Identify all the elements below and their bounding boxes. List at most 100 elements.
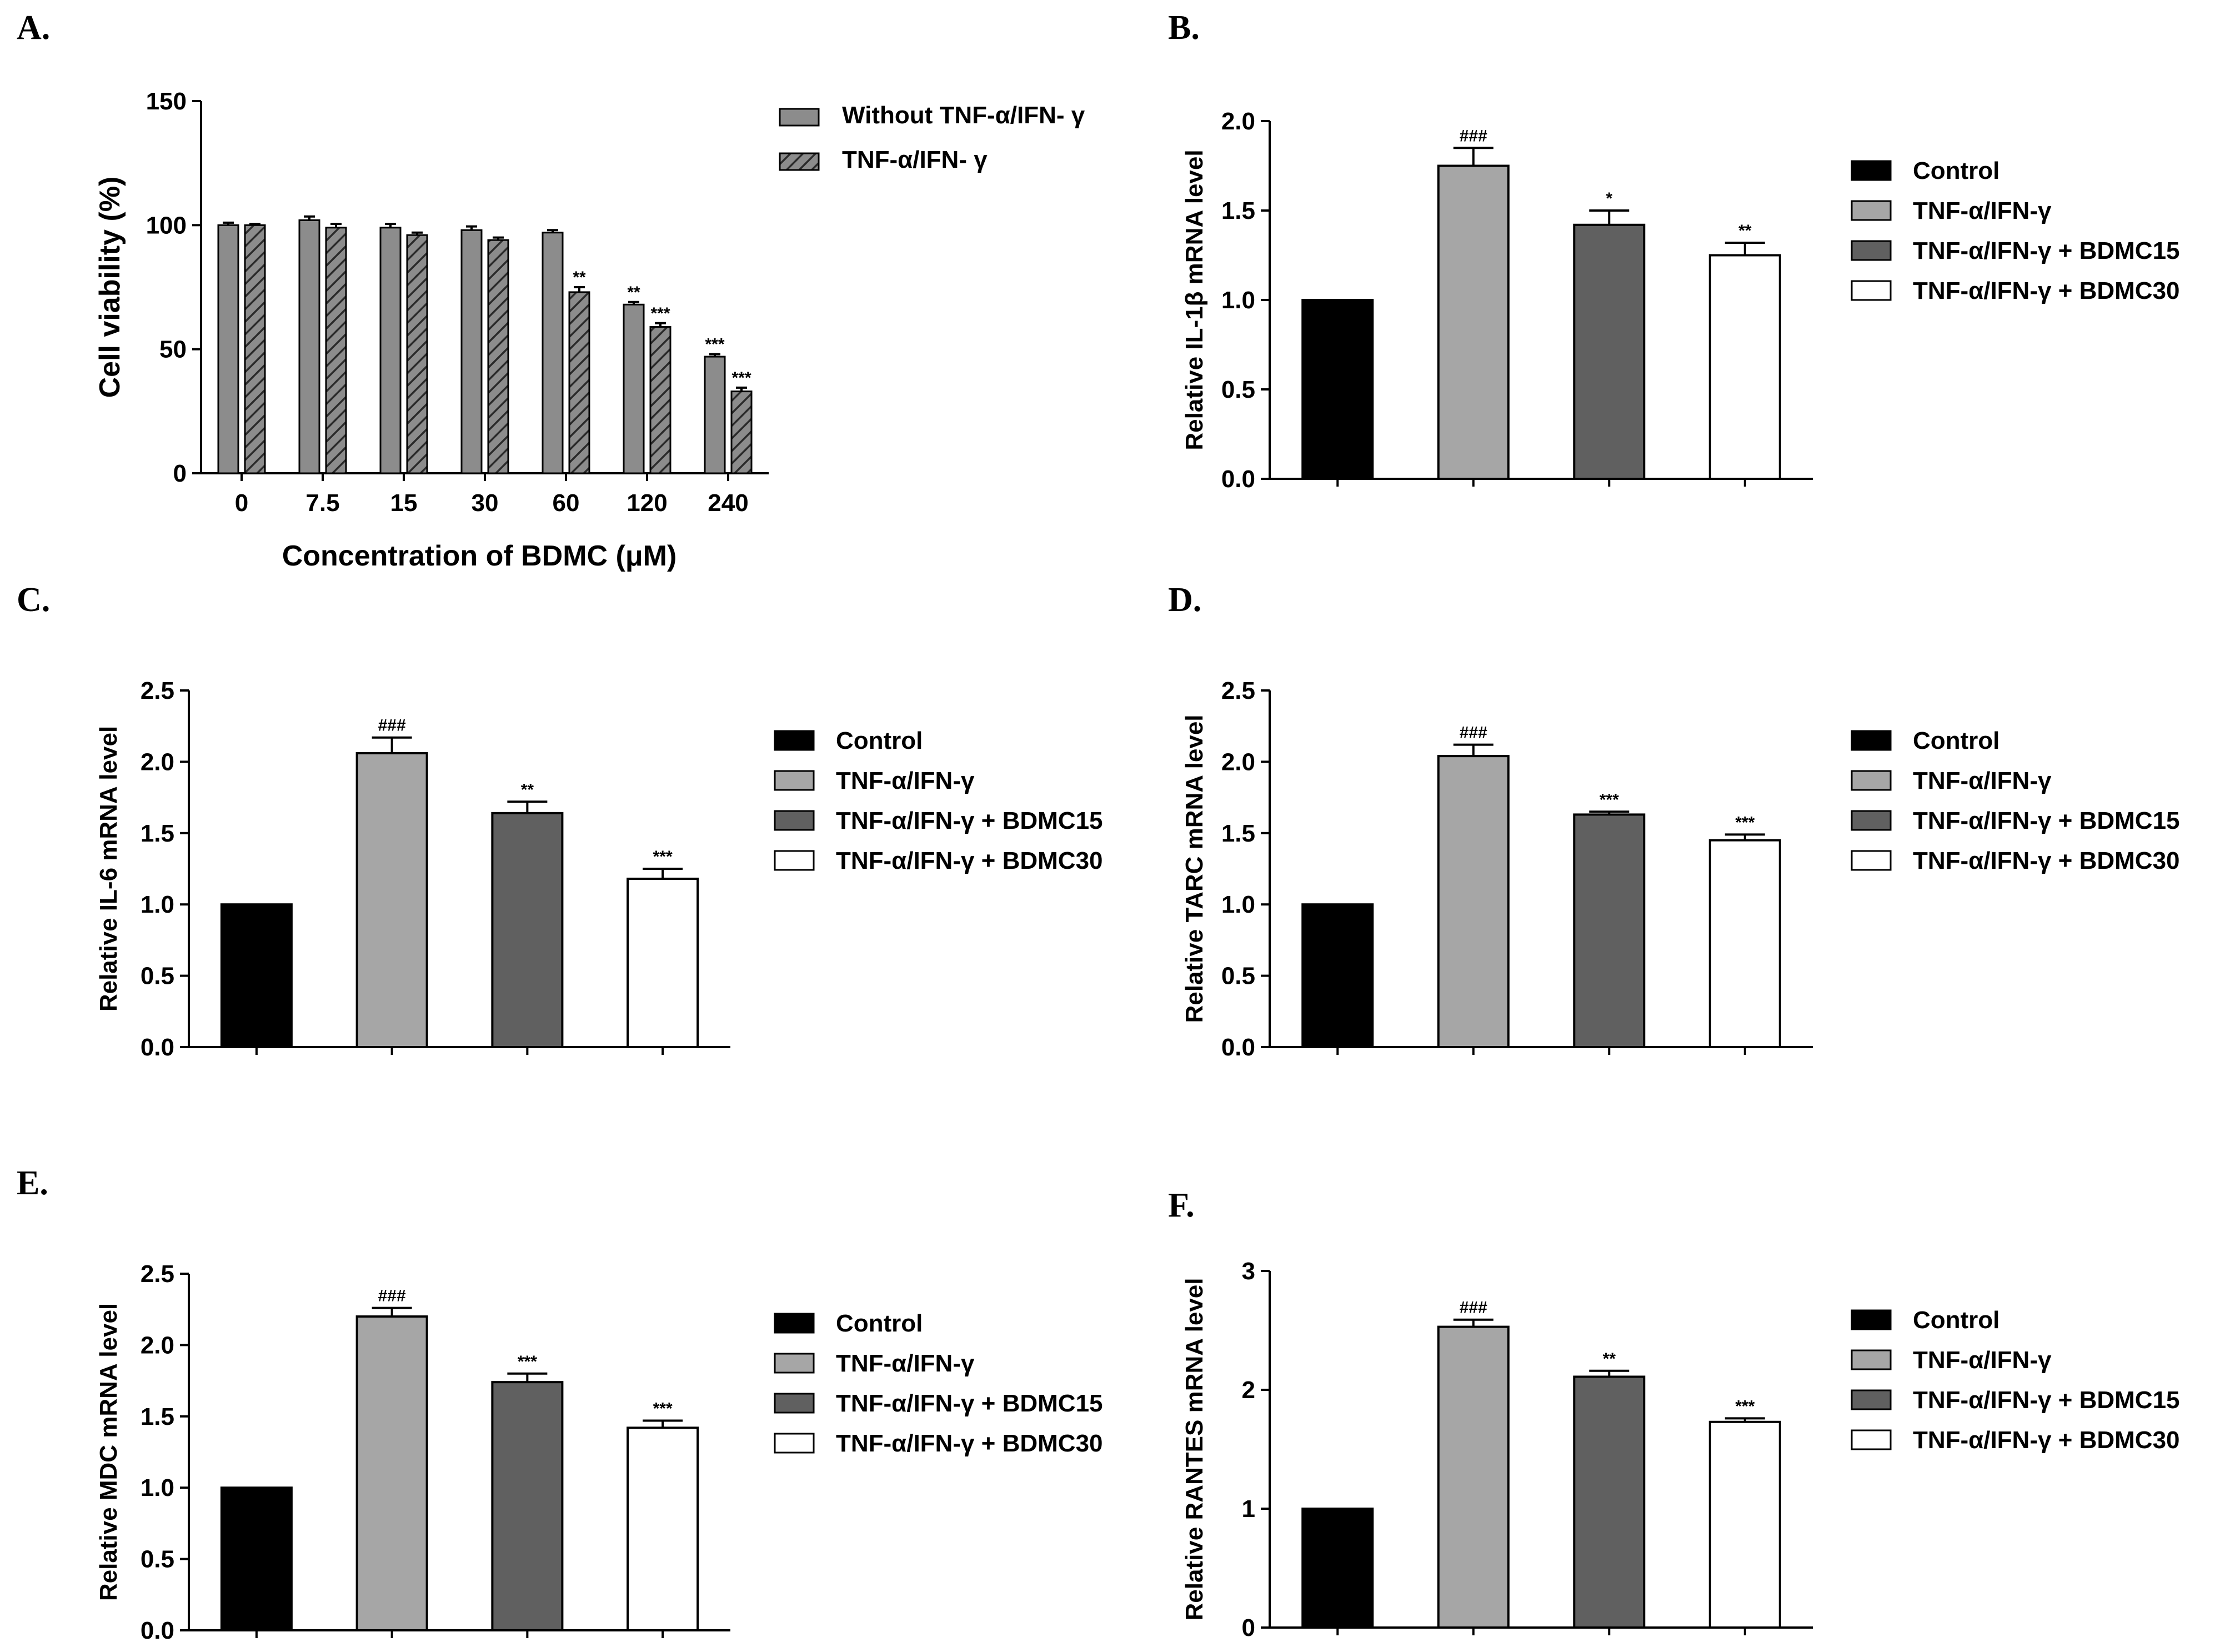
- significance-label: ***: [1735, 813, 1755, 832]
- legend-swatch: [774, 1433, 815, 1454]
- y-axis-title: Cell viability (%): [94, 177, 126, 398]
- legend-label: TNF-α/IFN-γ: [1913, 1346, 2052, 1374]
- significance-label: *: [1606, 189, 1612, 208]
- bar-group-3: [1573, 223, 1646, 480]
- legend-swatch: [774, 1313, 815, 1334]
- bar-without-tnf-240: [704, 356, 726, 474]
- y-tick-label: 2: [1242, 1376, 1255, 1404]
- panel-letter: D.: [1168, 581, 1201, 619]
- panel-letter: C.: [17, 581, 50, 619]
- panel-letter: F.: [1168, 1187, 1195, 1224]
- legend-swatch: [774, 730, 815, 751]
- legend-label: Control: [836, 1310, 923, 1337]
- y-tick-label: 150: [146, 88, 187, 115]
- significance-label: ***: [1735, 1397, 1755, 1415]
- chart-panel-d: D. 0.0 0.5 1.0 1.5 2.0 2.5 Relative TARC mRNA l…: [1168, 581, 2180, 1061]
- y-tick-label: 1.5: [141, 820, 174, 847]
- legend-swatch: [1851, 810, 1892, 831]
- y-axis-title: Relative IL-6 mRNA level: [95, 726, 122, 1012]
- significance-label: **: [573, 268, 586, 287]
- x-tick-label: 15: [390, 489, 418, 517]
- bar-without-tnf-60: [542, 232, 564, 474]
- y-tick-label: 0.5: [141, 963, 174, 990]
- bar-group-1: [220, 903, 293, 1048]
- y-tick-label: 1.0: [141, 891, 174, 918]
- legend-swatch: [1851, 200, 1892, 221]
- legend-label: TNF-α/IFN-γ: [1913, 767, 2052, 794]
- legend-label: TNF-α/IFN-γ + BDMC30: [836, 1430, 1103, 1457]
- y-tick-label: 0.0: [141, 1034, 174, 1061]
- y-tick-label: 2.0: [1221, 748, 1255, 775]
- significance-label: ###: [1460, 127, 1487, 145]
- bar-group-4: [1708, 254, 1781, 480]
- legend-swatch: [779, 152, 820, 171]
- legend-label: TNF-α/IFN-γ + BDMC30: [1913, 277, 2180, 304]
- y-axis-title: Relative IL-1β mRNA level: [1181, 149, 1208, 450]
- legend-swatch: [1851, 1429, 1892, 1450]
- legend-swatch: [1851, 730, 1892, 751]
- y-tick-label: 0.5: [1221, 376, 1255, 403]
- legend-label: TNF-α/IFN-γ + BDMC30: [836, 847, 1103, 874]
- significance-label: ***: [1600, 790, 1619, 809]
- legend-label: Control: [836, 727, 923, 754]
- legend-swatch: [1851, 1389, 1892, 1410]
- significance-label: ###: [378, 717, 406, 735]
- legend-swatch: [1851, 240, 1892, 261]
- y-tick-label: 2.0: [141, 748, 174, 775]
- significance-label: ###: [1460, 724, 1487, 742]
- y-tick-label: 0.5: [1221, 963, 1255, 990]
- y-tick-label: 0: [1242, 1614, 1255, 1641]
- y-tick-label: 2.0: [1221, 108, 1255, 135]
- panel-letter: A.: [17, 9, 50, 47]
- bar-group-1: [1301, 1508, 1374, 1629]
- significance-label: ***: [650, 304, 670, 323]
- chart-panel-c: C. 0.0 0.5 1.0 1.5 2.0 2.5 Relative IL-6 mRNA l…: [17, 581, 1103, 1061]
- bar-tnf-240: [730, 391, 753, 474]
- legend-swatch: [1851, 280, 1892, 301]
- legend-label: TNF-α/IFN-γ + BDMC30: [1913, 847, 2180, 874]
- x-tick-label: 120: [627, 489, 667, 517]
- y-tick-label: 1.5: [141, 1403, 174, 1430]
- legend-label: TNF-α/IFN-γ: [836, 767, 975, 794]
- x-tick-label: 0: [235, 489, 248, 517]
- legend-label: TNF-α/IFN-γ: [836, 1350, 975, 1377]
- y-tick-label: 50: [159, 336, 187, 363]
- chart-panel-b: B. 0.0 0.5 1.0 1.5 2.0 Relative IL-1β mRNA lev…: [1168, 9, 2180, 493]
- legend-swatch: [774, 1353, 815, 1374]
- legend-label: Control: [1913, 1306, 1999, 1334]
- significance-label: **: [1603, 1350, 1616, 1368]
- bar-without-tnf-120: [623, 303, 645, 474]
- x-tick-label: 7.5: [305, 489, 339, 517]
- legend-swatch: [1851, 850, 1892, 871]
- bar-group-2: [355, 752, 428, 1048]
- significance-label: **: [627, 283, 640, 302]
- bar-group-2: [1437, 755, 1510, 1049]
- bar-tnf-15: [406, 234, 428, 474]
- bar-without-tnf-7_5: [298, 219, 320, 474]
- legend-swatch: [774, 810, 815, 831]
- legend-label: Control: [1913, 157, 1999, 184]
- bar-without-tnf-30: [460, 229, 483, 474]
- bar-tnf-120: [649, 326, 671, 474]
- y-tick-label: 1.5: [1221, 820, 1255, 847]
- y-axis-title: Relative RANTES mRNA level: [1181, 1278, 1208, 1620]
- x-tick-label: 240: [708, 489, 748, 517]
- panel-letter: B.: [1168, 9, 1200, 47]
- bar-group-1: [220, 1486, 293, 1631]
- bar-group-4: [1708, 1420, 1781, 1629]
- significance-label: ###: [1460, 1299, 1487, 1317]
- bar-group-2: [1437, 1325, 1510, 1629]
- legend-swatch: [774, 770, 815, 791]
- legend-swatch: [779, 108, 820, 127]
- y-tick-label: 2.5: [141, 1260, 174, 1288]
- legend-label: TNF-α/IFN-γ + BDMC15: [1913, 1386, 2180, 1414]
- legend-label: TNF-α/IFN- γ: [842, 146, 988, 173]
- y-tick-label: 0.5: [141, 1546, 174, 1573]
- y-axis-title: Relative TARC mRNA level: [1181, 714, 1208, 1023]
- significance-label: ***: [653, 1400, 673, 1418]
- y-tick-label: 1.0: [1221, 287, 1255, 314]
- bar-group-3: [491, 1381, 564, 1631]
- legend-label: TNF-α/IFN-γ + BDMC30: [1913, 1426, 2180, 1454]
